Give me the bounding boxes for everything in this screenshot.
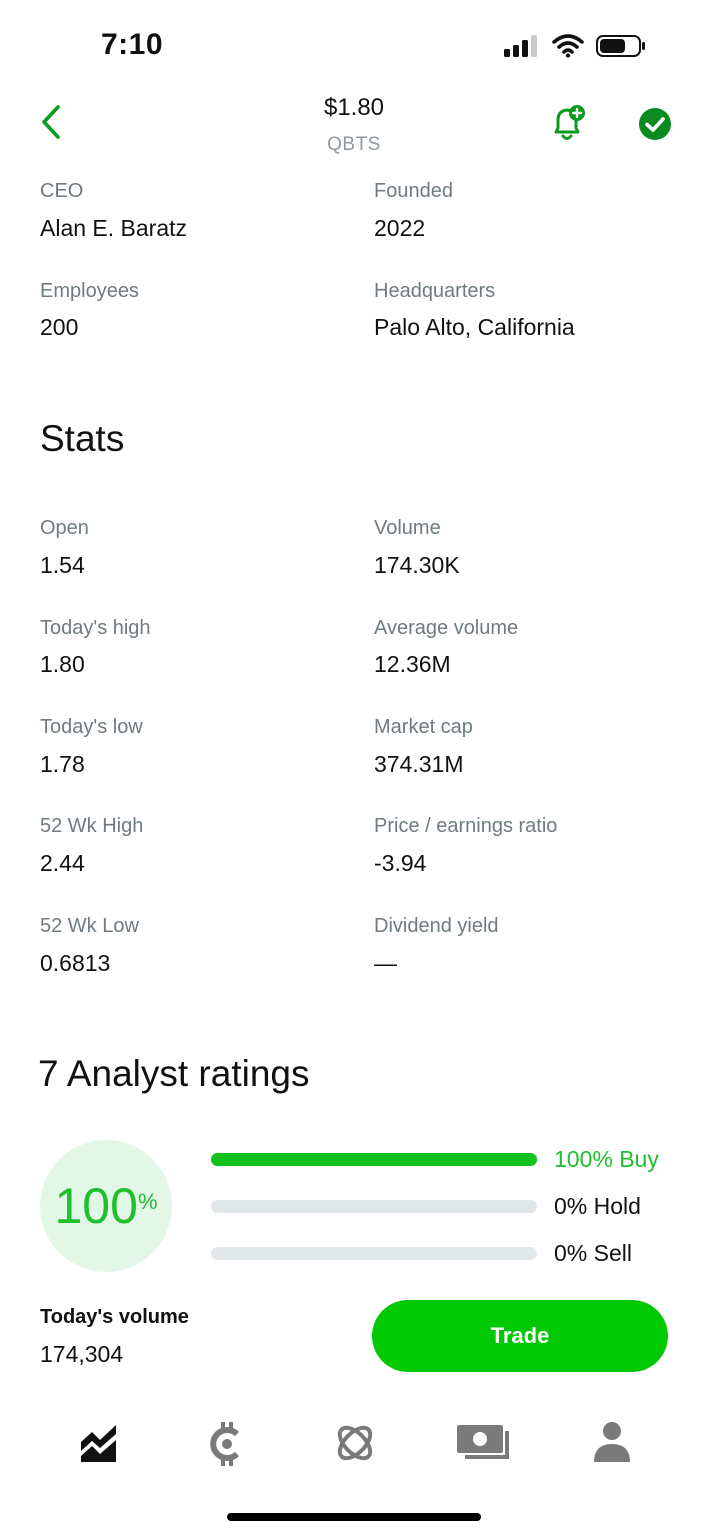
header-price: $1.80 <box>323 94 385 121</box>
headquarters-label: Headquarters <box>374 280 496 302</box>
ceo-label: CEO <box>40 180 84 202</box>
stat-label: Market cap <box>374 716 473 738</box>
signal-icon <box>504 35 537 57</box>
in-watchlist-button[interactable] <box>638 107 672 146</box>
rating-percent-unit: % <box>137 1189 158 1214</box>
bell-plus-icon <box>554 105 585 140</box>
tab-investing[interactable] <box>78 1420 120 1469</box>
stat-value: 1.80 <box>40 651 85 677</box>
stats-title: Stats <box>40 418 125 459</box>
status-icons <box>504 34 646 58</box>
ratings-title: 7 Analyst ratings <box>38 1053 310 1094</box>
wifi-icon <box>552 34 584 58</box>
back-button[interactable] <box>38 104 66 145</box>
crypto-icon <box>210 1422 240 1466</box>
headquarters-value: Palo Alto, California <box>374 314 575 340</box>
rating-circle-text: 100% <box>40 1140 172 1272</box>
stat-value: 12.36M <box>374 651 451 677</box>
status-time: 7:10 <box>101 28 164 61</box>
sell-bar <box>211 1247 537 1260</box>
stat-value: 1.54 <box>40 552 85 578</box>
trade-button[interactable]: Trade <box>372 1300 668 1372</box>
check-circle-icon <box>639 108 671 140</box>
tab-crypto[interactable] <box>207 1420 247 1473</box>
stat-label: Dividend yield <box>374 915 499 937</box>
cash-icon <box>457 1425 509 1459</box>
stat-value: 374.31M <box>374 751 464 777</box>
employees-value: 200 <box>40 314 79 340</box>
stat-label: 52 Wk High <box>40 815 144 837</box>
stat-label: Average volume <box>374 617 519 639</box>
hold-label: 0% Hold <box>554 1193 641 1219</box>
home-indicator <box>227 1513 481 1521</box>
buy-label: 100% Buy <box>554 1146 659 1172</box>
rating-circle <box>40 1140 172 1272</box>
today-volume-value: 174,304 <box>40 1341 124 1367</box>
founded-value: 2022 <box>374 215 426 241</box>
stat-label: 52 Wk Low <box>40 915 139 937</box>
chevron-left-icon <box>42 105 60 139</box>
stat-value: -3.94 <box>374 850 427 876</box>
employees-label: Employees <box>40 280 139 302</box>
hold-bar <box>211 1200 537 1213</box>
stat-label: Price / earnings ratio <box>374 815 558 837</box>
tab-account[interactable] <box>592 1420 632 1469</box>
sell-label: 0% Sell <box>554 1240 632 1266</box>
header-ticker: QBTS <box>327 134 381 155</box>
explore-icon <box>337 1425 373 1461</box>
stat-value: — <box>374 950 397 976</box>
battery-icon <box>596 35 645 57</box>
today-volume-label: Today's volume <box>40 1306 189 1328</box>
stat-label: Today's high <box>40 617 151 639</box>
stat-value: 0.6813 <box>40 950 111 976</box>
stat-value: 2.44 <box>40 850 85 876</box>
account-icon <box>594 1422 630 1462</box>
stat-value: 1.78 <box>40 751 85 777</box>
stat-label: Volume <box>374 517 441 539</box>
tab-explore[interactable] <box>333 1420 377 1471</box>
buy-bar <box>211 1153 537 1166</box>
add-alert-button[interactable] <box>550 104 588 149</box>
ceo-value: Alan E. Baratz <box>40 215 188 241</box>
founded-label: Founded <box>374 180 453 202</box>
chart-icon <box>81 1425 116 1462</box>
tab-cash[interactable] <box>457 1425 513 1468</box>
buy-bar-fill <box>211 1153 537 1166</box>
stat-value: 174.30K <box>374 552 460 578</box>
stat-label: Open <box>40 517 89 539</box>
stat-label: Today's low <box>40 716 143 738</box>
rating-percent: 100 <box>54 1178 138 1234</box>
